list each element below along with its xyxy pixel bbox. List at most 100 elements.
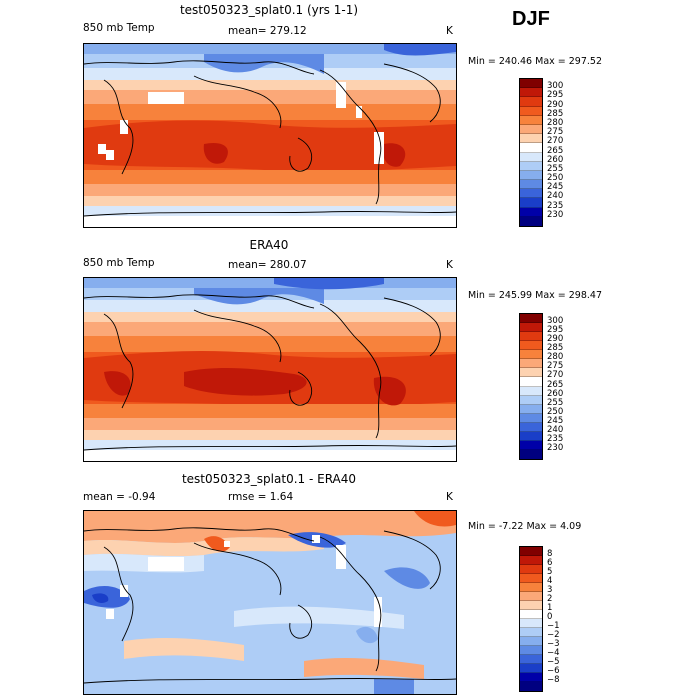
colorbar-tick-label: 265 [547, 379, 564, 390]
colorbar-tick-label: 280 [547, 117, 564, 128]
colorbar-tick-label: 270 [547, 136, 564, 147]
colorbar-tick-label: 270 [547, 370, 564, 381]
colorbar-swatch [520, 359, 542, 369]
colorbar-swatch [520, 350, 542, 360]
panel-1-map [83, 43, 457, 228]
colorbar-swatch [520, 386, 542, 396]
colorbar-tick-label: 235 [547, 433, 564, 444]
colorbar-swatch [520, 79, 542, 89]
colorbar-tick-label: 2 [547, 594, 553, 604]
colorbar-tick-label: −2 [547, 630, 560, 640]
colorbar-tick-label: −1 [547, 621, 560, 631]
colorbar-swatch [520, 115, 542, 125]
colorbar-swatch [520, 106, 542, 116]
panel-3-map [83, 510, 457, 695]
colorbar-swatch [520, 574, 542, 583]
colorbar-tick-label: 8 [547, 549, 553, 559]
colorbar-tick-label: 245 [547, 182, 564, 193]
panel-3-mean-label: mean = -0.94 [83, 491, 156, 503]
colorbar-swatch [520, 395, 542, 405]
panel-2-mean-label: mean= 280.07 [228, 259, 307, 271]
colorbar-swatch [520, 170, 542, 181]
temperature-field [84, 278, 456, 461]
colorbar-tick-label: 6 [547, 558, 553, 568]
colorbar-tick-label: 230 [547, 209, 564, 220]
colorbar-tick-label: 260 [547, 154, 564, 165]
colorbar-swatch [520, 161, 542, 171]
panel-2-field-label: 850 mb Temp [83, 257, 155, 269]
colorbar-swatch [520, 216, 542, 226]
colorbar-swatch [520, 682, 542, 691]
panel-3-colorbar [519, 546, 543, 692]
colorbar-swatch [520, 449, 542, 459]
panel-1-colorbar [519, 78, 543, 227]
panel-2-units: K [446, 259, 453, 271]
colorbar-swatch [520, 180, 542, 190]
colorbar-swatch [520, 565, 542, 574]
colorbar-swatch [520, 341, 542, 351]
panel-2-colorbar-labels: 300 295 290 285 280 275 270 265 260 255 250 245 240 2… [547, 313, 587, 458]
season-label: DJF [512, 8, 550, 30]
colorbar-swatch [520, 413, 542, 423]
colorbar-swatch [520, 601, 542, 610]
colorbar-swatch [520, 404, 542, 414]
colorbar-tick-label: 250 [547, 173, 564, 184]
colorbar-swatch [520, 97, 542, 107]
colorbar-swatch [520, 655, 542, 664]
panel-2-map [83, 277, 457, 462]
colorbar-swatch [520, 198, 542, 208]
colorbar-swatch [520, 88, 542, 98]
colorbar-tick-label: 265 [547, 145, 564, 156]
colorbar-tick-label: 300 [547, 81, 564, 92]
colorbar-swatch [520, 124, 542, 135]
colorbar-swatch [520, 637, 542, 646]
coastlines [84, 60, 456, 217]
colorbar-swatch [520, 673, 542, 682]
panel-1-colorbar-labels: 300 295 290 285 280 275 270 265 260 255 250 245 240 2… [547, 78, 587, 225]
colorbar-swatch [520, 592, 542, 601]
colorbar-tick-label: 240 [547, 191, 564, 202]
colorbar-swatch [520, 323, 542, 333]
colorbar-tick-label: 285 [547, 108, 564, 119]
colorbar-swatch [520, 134, 542, 144]
colorbar-swatch [520, 422, 542, 432]
colorbar-swatch [520, 431, 542, 441]
colorbar-tick-label: 235 [547, 200, 564, 211]
colorbar-tick-label: 285 [547, 343, 564, 354]
colorbar-swatch [520, 207, 542, 217]
colorbar-tick-label: −5 [547, 657, 560, 667]
panel-2-title: ERA40 [249, 238, 289, 252]
colorbar-swatch [520, 377, 542, 387]
colorbar-tick-label: 280 [547, 352, 564, 363]
panel-3-minmax: Min = -7.22 Max = 4.09 [468, 521, 582, 532]
panel-3-rmse-label: rmse = 1.64 [228, 491, 294, 503]
coastlines [84, 294, 456, 451]
colorbar-swatch [520, 646, 542, 655]
panel-1-minmax: Min = 240.46 Max = 297.52 [468, 56, 602, 67]
colorbar-swatch [520, 583, 542, 592]
colorbar-tick-label: 230 [547, 442, 564, 453]
colorbar-tick-label: 260 [547, 388, 564, 399]
colorbar-tick-label: 295 [547, 325, 564, 336]
colorbar-tick-label: 240 [547, 424, 564, 435]
panel-1-field-label: 850 mb Temp [83, 22, 155, 34]
colorbar-tick-label: −8 [547, 675, 560, 685]
colorbar-tick-label: −4 [547, 648, 560, 658]
colorbar-tick-label: 295 [547, 90, 564, 101]
colorbar-swatch [520, 189, 542, 199]
colorbar-swatch [520, 152, 542, 162]
colorbar-swatch [520, 332, 542, 342]
colorbar-tick-label: 1 [547, 603, 553, 613]
colorbar-tick-label: 0 [547, 612, 553, 622]
colorbar-tick-label: 255 [547, 163, 564, 174]
panel-3-units: K [446, 491, 453, 503]
colorbar-tick-label: 250 [547, 406, 564, 417]
panel-3-title: test050323_splat0.1 - ERA40 [181, 472, 357, 486]
panel-1-mean-label: mean= 279.12 [228, 25, 307, 37]
colorbar-swatch [520, 440, 542, 450]
difference-field [84, 511, 456, 694]
colorbar-swatch [520, 619, 542, 628]
colorbar-tick-label: 290 [547, 99, 564, 110]
colorbar-tick-label: 3 [547, 585, 553, 595]
colorbar-swatch [520, 556, 542, 565]
